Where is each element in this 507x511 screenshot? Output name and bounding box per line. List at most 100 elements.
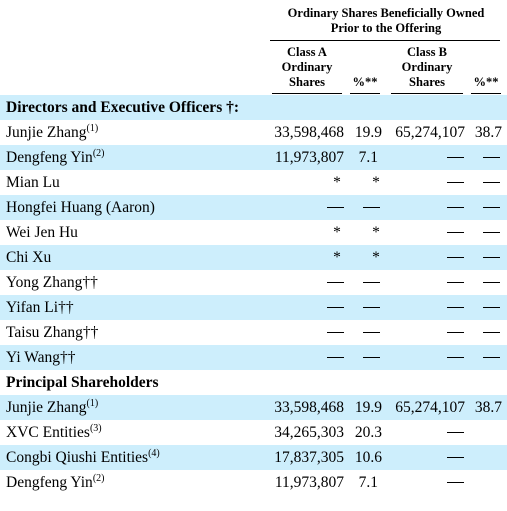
dash-pct-b bbox=[483, 157, 500, 158]
dash-pct-a bbox=[363, 332, 380, 333]
dash-pct-b bbox=[483, 232, 500, 233]
section-heading: Principal Shareholders bbox=[6, 374, 159, 391]
table-row: Junjie Zhang(1) 33,598,468 19.9 65,274,1… bbox=[0, 120, 507, 145]
dash-pct-b bbox=[483, 282, 500, 283]
table-header-title: Ordinary Shares Beneficially Owned Prior… bbox=[270, 6, 502, 36]
dash-class-a bbox=[327, 207, 344, 208]
dash-pct-b bbox=[483, 257, 500, 258]
shareholder-name: Wei Jen Hu bbox=[6, 224, 78, 241]
pct-a-star: * bbox=[372, 224, 380, 241]
class-a-star: * bbox=[333, 224, 341, 241]
table-row: Yifan Li†† bbox=[0, 295, 507, 320]
pct-a-star: * bbox=[372, 174, 380, 191]
table-row: Hongfei Huang (Aaron) bbox=[0, 195, 507, 220]
shareholder-name: Dengfeng Yin(2) bbox=[6, 470, 104, 495]
section-row-principal: Principal Shareholders bbox=[0, 370, 507, 395]
table-row: Chi Xu * * bbox=[0, 245, 507, 270]
class-b-percent: 38.7 bbox=[474, 399, 502, 416]
col-header-pct-a: %** bbox=[352, 75, 378, 89]
class-a-percent: 19.9 bbox=[354, 124, 382, 141]
shareholder-name: Dengfeng Yin(2) bbox=[6, 145, 104, 170]
class-a-line-2: Ordinary bbox=[281, 60, 333, 74]
dash-class-b bbox=[447, 332, 464, 333]
dash-class-b bbox=[447, 482, 464, 483]
class-a-percent: 19.9 bbox=[354, 399, 382, 416]
table-row: Taisu Zhang†† bbox=[0, 320, 507, 345]
class-b-shares: 65,274,107 bbox=[395, 124, 465, 141]
dash-class-b bbox=[447, 207, 464, 208]
rule-pct-b bbox=[471, 93, 501, 94]
table-row: Mian Lu * * bbox=[0, 170, 507, 195]
header-line-2: Prior to the Offering bbox=[330, 21, 442, 35]
shareholder-name: Mian Lu bbox=[6, 174, 60, 191]
table-row: Congbi Qiushi Entities(4) 17,837,305 10.… bbox=[0, 445, 507, 470]
footnote-ref: (4) bbox=[148, 448, 160, 459]
dash-pct-b bbox=[483, 182, 500, 183]
table-row: XVC Entities(3) 34,265,303 20.3 bbox=[0, 420, 507, 445]
footnote-ref: (2) bbox=[92, 473, 105, 484]
class-b-line-3: Shares bbox=[409, 75, 445, 89]
name-text: Junjie Zhang bbox=[6, 399, 87, 416]
dash-class-b bbox=[447, 432, 464, 433]
col-header-pct-b: %** bbox=[473, 75, 499, 89]
class-a-shares: 11,973,807 bbox=[274, 149, 344, 166]
class-a-percent: 10.6 bbox=[354, 449, 382, 466]
shareholder-name: Hongfei Huang (Aaron) bbox=[6, 199, 155, 216]
class-b-line-1: Class B bbox=[407, 45, 447, 59]
table-row: Yong Zhang†† bbox=[0, 270, 507, 295]
shareholder-name: Congbi Qiushi Entities(4) bbox=[6, 445, 160, 470]
shareholder-name: Chi Xu bbox=[6, 249, 52, 266]
header-rule bbox=[270, 40, 500, 41]
dash-class-a bbox=[327, 282, 344, 283]
shareholder-name: Yi Wang†† bbox=[6, 349, 76, 366]
header-line-1: Ordinary Shares Beneficially Owned bbox=[287, 6, 485, 20]
dash-pct-b bbox=[483, 357, 500, 358]
name-text: Congbi Qiushi Entities bbox=[6, 449, 149, 466]
dash-class-a bbox=[327, 357, 344, 358]
dash-pct-b bbox=[483, 207, 500, 208]
table-row: Wei Jen Hu * * bbox=[0, 220, 507, 245]
dash-pct-b bbox=[483, 332, 500, 333]
dash-class-b bbox=[447, 357, 464, 358]
footnote-ref: (1) bbox=[86, 398, 99, 409]
class-a-line-3: Shares bbox=[289, 75, 325, 89]
class-b-shares: 65,274,107 bbox=[395, 399, 465, 416]
class-a-star: * bbox=[333, 174, 341, 191]
shareholder-name: XVC Entities(3) bbox=[6, 420, 102, 445]
col-header-class-a: Class A Ordinary Shares bbox=[270, 45, 344, 90]
rule-class-a bbox=[272, 93, 342, 94]
table-row: Junjie Zhang(1) 33,598,468 19.9 65,274,1… bbox=[0, 395, 507, 420]
table-row: Yi Wang†† bbox=[0, 345, 507, 370]
dash-pct-a bbox=[363, 307, 380, 308]
class-b-percent: 38.7 bbox=[474, 124, 502, 141]
class-b-line-2: Ordinary bbox=[401, 60, 453, 74]
shareholder-name: Yifan Li†† bbox=[6, 299, 74, 316]
class-a-percent: 7.1 bbox=[358, 474, 378, 491]
dash-pct-a bbox=[363, 282, 380, 283]
dash-class-b bbox=[447, 282, 464, 283]
footnote-ref: (1) bbox=[86, 123, 99, 134]
shareholder-name: Yong Zhang†† bbox=[6, 274, 98, 291]
table-row: Dengfeng Yin(2) 11,973,807 7.1 bbox=[0, 470, 507, 495]
dash-class-a bbox=[327, 332, 344, 333]
dash-class-b bbox=[447, 182, 464, 183]
class-a-percent: 20.3 bbox=[354, 424, 382, 441]
shareholder-name: Junjie Zhang(1) bbox=[6, 395, 98, 420]
dash-class-b bbox=[447, 457, 464, 458]
class-a-shares: 34,265,303 bbox=[274, 424, 344, 441]
shareholder-name: Taisu Zhang†† bbox=[6, 324, 99, 341]
footnote-ref: (3) bbox=[89, 423, 102, 434]
col-header-class-b: Class B Ordinary Shares bbox=[389, 45, 465, 90]
dash-pct-a bbox=[363, 207, 380, 208]
footnote-ref: (2) bbox=[92, 148, 105, 159]
class-a-shares: 33,598,468 bbox=[274, 399, 344, 416]
section-row-directors: Directors and Executive Officers †: bbox=[0, 95, 507, 120]
name-text: Junjie Zhang bbox=[6, 124, 87, 141]
dash-class-b bbox=[447, 257, 464, 258]
dash-class-b bbox=[447, 157, 464, 158]
rule-pct-a bbox=[350, 93, 380, 94]
name-text: Dengfeng Yin bbox=[6, 149, 93, 166]
class-a-star: * bbox=[333, 249, 341, 266]
class-a-shares: 11,973,807 bbox=[274, 474, 344, 491]
